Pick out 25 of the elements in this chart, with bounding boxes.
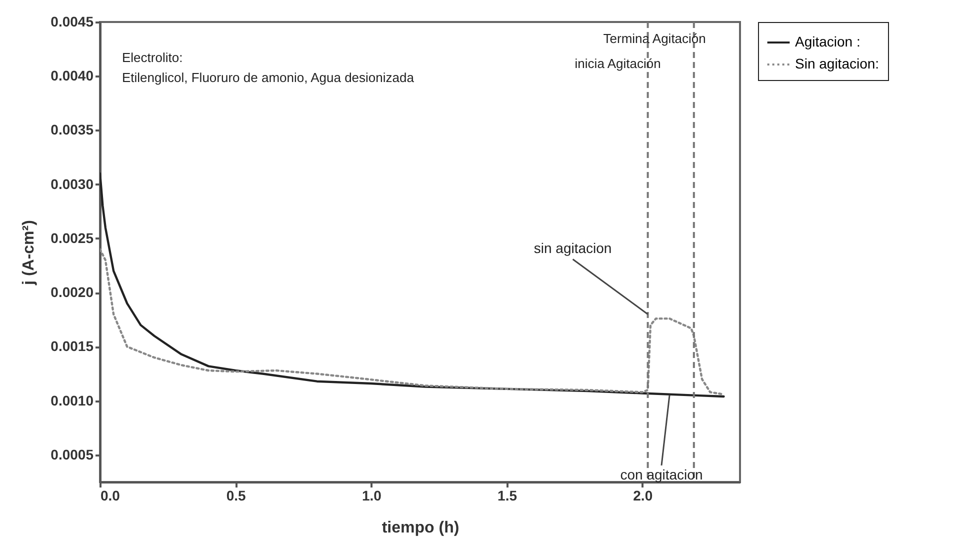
annotation: sin agitacion — [534, 240, 612, 256]
x-tick-label: 2.0 — [633, 488, 653, 504]
x-tick-label: 1.5 — [498, 488, 518, 504]
annotation: Etilenglicol, Fluoruro de amonio, Agua desionizada — [122, 70, 415, 85]
legend-label: Sin agitacion: — [795, 56, 880, 72]
y-tick-label: 0.0010 — [50, 392, 94, 408]
y-axis-title: j (A-cm²) — [20, 220, 38, 286]
ref-line-label: inicia Agitación — [574, 56, 661, 71]
y-tick-label: 0.0045 — [50, 14, 94, 30]
y-tick-label: 0.0035 — [50, 122, 94, 138]
y-tick-label: 0.0005 — [50, 446, 94, 462]
legend-label: Agitacion : — [795, 34, 860, 50]
x-tick-label: 0.0 — [100, 488, 120, 504]
y-tick-label: 0.0025 — [50, 230, 94, 246]
annotation: Electrolito: — [122, 50, 183, 65]
x-tick-label: 1.0 — [362, 488, 382, 504]
line-series — [100, 172, 725, 398]
x-tick-label: 0.5 — [226, 488, 246, 504]
y-tick-label: 0.0015 — [50, 338, 94, 354]
x-axis-title: tiempo (h) — [382, 520, 460, 536]
y-tick-label: 0.0030 — [50, 176, 94, 192]
annotation: con agitacion — [620, 466, 703, 482]
y-tick-label: 0.0040 — [50, 68, 94, 84]
y-tick-label: 0.0020 — [50, 284, 94, 300]
ref-line-label: Termina Agitación — [603, 31, 706, 46]
